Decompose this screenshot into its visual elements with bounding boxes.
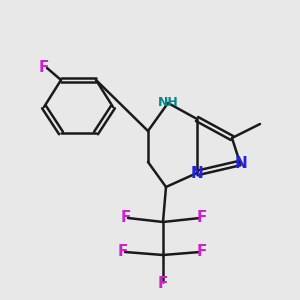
Text: F: F bbox=[158, 277, 168, 292]
Text: F: F bbox=[197, 244, 207, 260]
Text: N: N bbox=[235, 157, 248, 172]
Text: N: N bbox=[190, 167, 203, 182]
Text: F: F bbox=[39, 61, 49, 76]
Text: F: F bbox=[118, 244, 128, 260]
Text: NH: NH bbox=[158, 95, 178, 109]
Text: F: F bbox=[197, 211, 207, 226]
Text: F: F bbox=[121, 211, 131, 226]
